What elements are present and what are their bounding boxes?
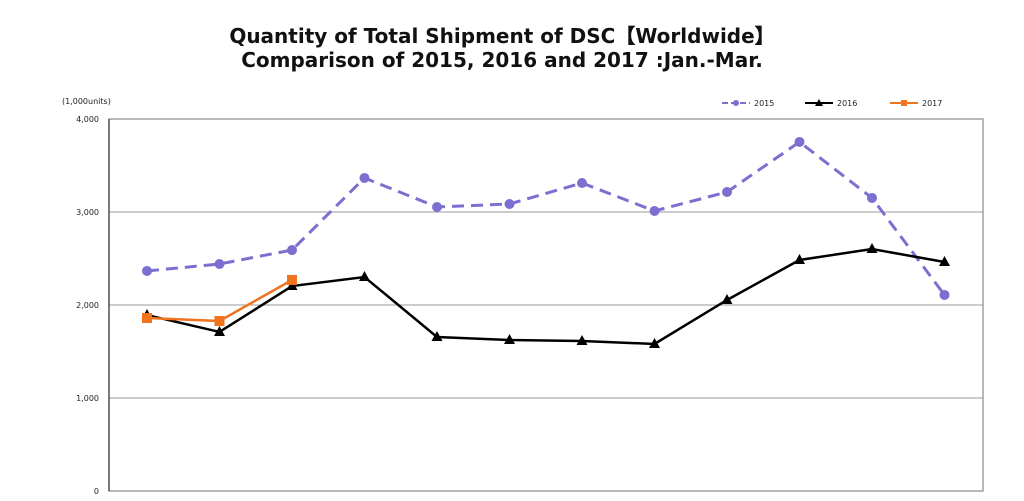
data-point-2016 [359, 271, 370, 282]
y-tick-label: 2,000 [76, 301, 99, 310]
data-point-2017 [142, 313, 152, 324]
legend-label-2015: 2015 [754, 99, 774, 108]
legend-marker-2017 [901, 100, 907, 106]
legend-marker-2015 [733, 100, 739, 106]
chart-subtitle: Comparison of 2015, 2016 and 2017 :Jan.-… [241, 48, 763, 72]
data-point-2015 [867, 192, 877, 203]
data-point-2015 [359, 172, 370, 183]
data-point-2016 [504, 333, 515, 344]
data-point-2015 [142, 265, 152, 276]
data-point-2015 [939, 289, 950, 300]
data-point-2015 [722, 187, 732, 198]
y-tick-label: 1,000 [76, 394, 99, 403]
y-tick-label: 3,000 [76, 208, 99, 217]
data-point-2016 [431, 330, 443, 341]
data-point-2015 [794, 136, 805, 147]
data-point-2016 [721, 293, 733, 304]
data-point-2017 [287, 274, 297, 285]
series-line-2015 [146, 140, 946, 296]
y-tick-label: 0 [94, 487, 99, 496]
data-point-2015 [504, 199, 515, 210]
data-point-2017 [214, 315, 225, 326]
data-point-2015 [214, 258, 225, 269]
data-point-2016 [939, 256, 950, 267]
data-point-2015 [432, 201, 442, 212]
data-point-2015 [649, 205, 660, 216]
series-line-2016 [146, 247, 945, 346]
legend-label-2016: 2016 [837, 99, 857, 108]
y-axis-label: (1,000units) [62, 97, 111, 106]
y-tick-label: 4,000 [76, 115, 99, 124]
data-point-2016 [794, 253, 805, 264]
data-point-2015 [577, 177, 587, 188]
legend-marker-2016 [815, 99, 823, 106]
data-point-2016 [286, 280, 298, 291]
data-point-2016 [649, 337, 660, 348]
legend-label-2017: 2017 [922, 99, 942, 108]
chart-title: Quantity of Total Shipment of DSC【Worldw… [229, 24, 775, 48]
data-point-2016 [576, 334, 588, 345]
data-point-2015 [287, 245, 297, 256]
data-point-2016 [866, 243, 878, 254]
data-point-2016 [214, 325, 225, 336]
